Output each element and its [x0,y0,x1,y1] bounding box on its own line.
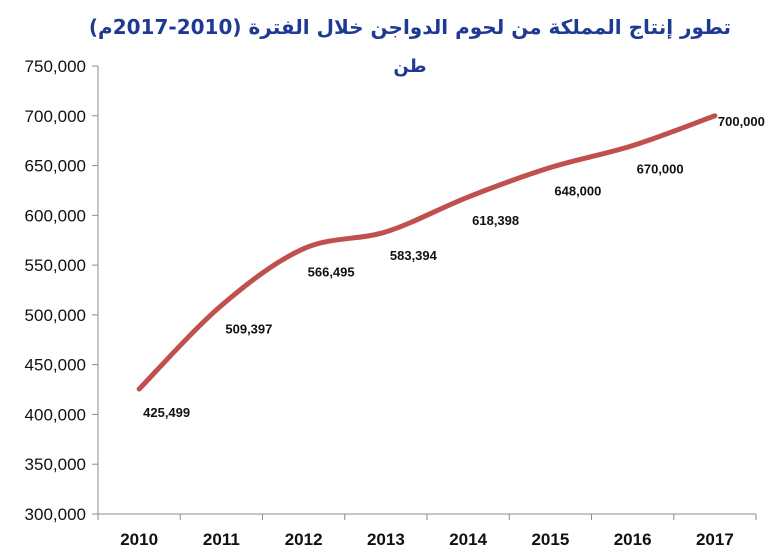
data-label: 509,397 [225,322,272,337]
x-tick-label: 2014 [449,530,487,549]
y-tick-label: 450,000 [25,356,86,375]
y-tick-label: 550,000 [25,256,86,275]
y-tick-label: 500,000 [25,306,86,325]
data-label: 425,499 [143,405,190,420]
chart-title: تطور إنتاج المملكة من لحوم الدواجن خلال … [89,15,731,39]
x-tick-label: 2016 [614,530,652,549]
data-label: 618,398 [472,213,519,228]
data-labels: 425,499 509,397 566,495 583,394 618,398 648,0… [143,114,765,420]
unit-label: طن [393,56,426,77]
data-label: 566,495 [308,265,355,280]
y-tick-label: 750,000 [25,57,86,76]
x-tick-label: 2015 [531,530,569,549]
x-tick-label: 2011 [203,530,240,549]
series-group [136,113,718,392]
data-label: 583,394 [390,248,438,263]
x-tick-label: 2010 [120,530,158,549]
y-tick-label: 300,000 [25,505,86,524]
x-tick-label: 2017 [696,530,734,549]
data-label: 648,000 [554,184,601,199]
data-label: 700,000 [718,114,765,129]
y-tick-label: 400,000 [25,405,86,424]
y-tick-label: 700,000 [25,107,86,126]
y-tick-label: 650,000 [25,157,86,176]
x-axis-ticks: 2010 2011 2012 2013 2014 2015 2016 2017 [97,514,757,549]
axes [97,66,756,515]
y-axis-ticks: 300,000 350,000 400,000 450,000 500,000 550,0… [25,57,98,524]
x-tick-label: 2012 [285,530,323,549]
series-line [136,113,718,392]
y-tick-label: 600,000 [25,206,86,225]
data-label: 670,000 [637,162,684,177]
y-tick-label: 350,000 [25,455,86,474]
x-tick-label: 2013 [367,530,405,549]
